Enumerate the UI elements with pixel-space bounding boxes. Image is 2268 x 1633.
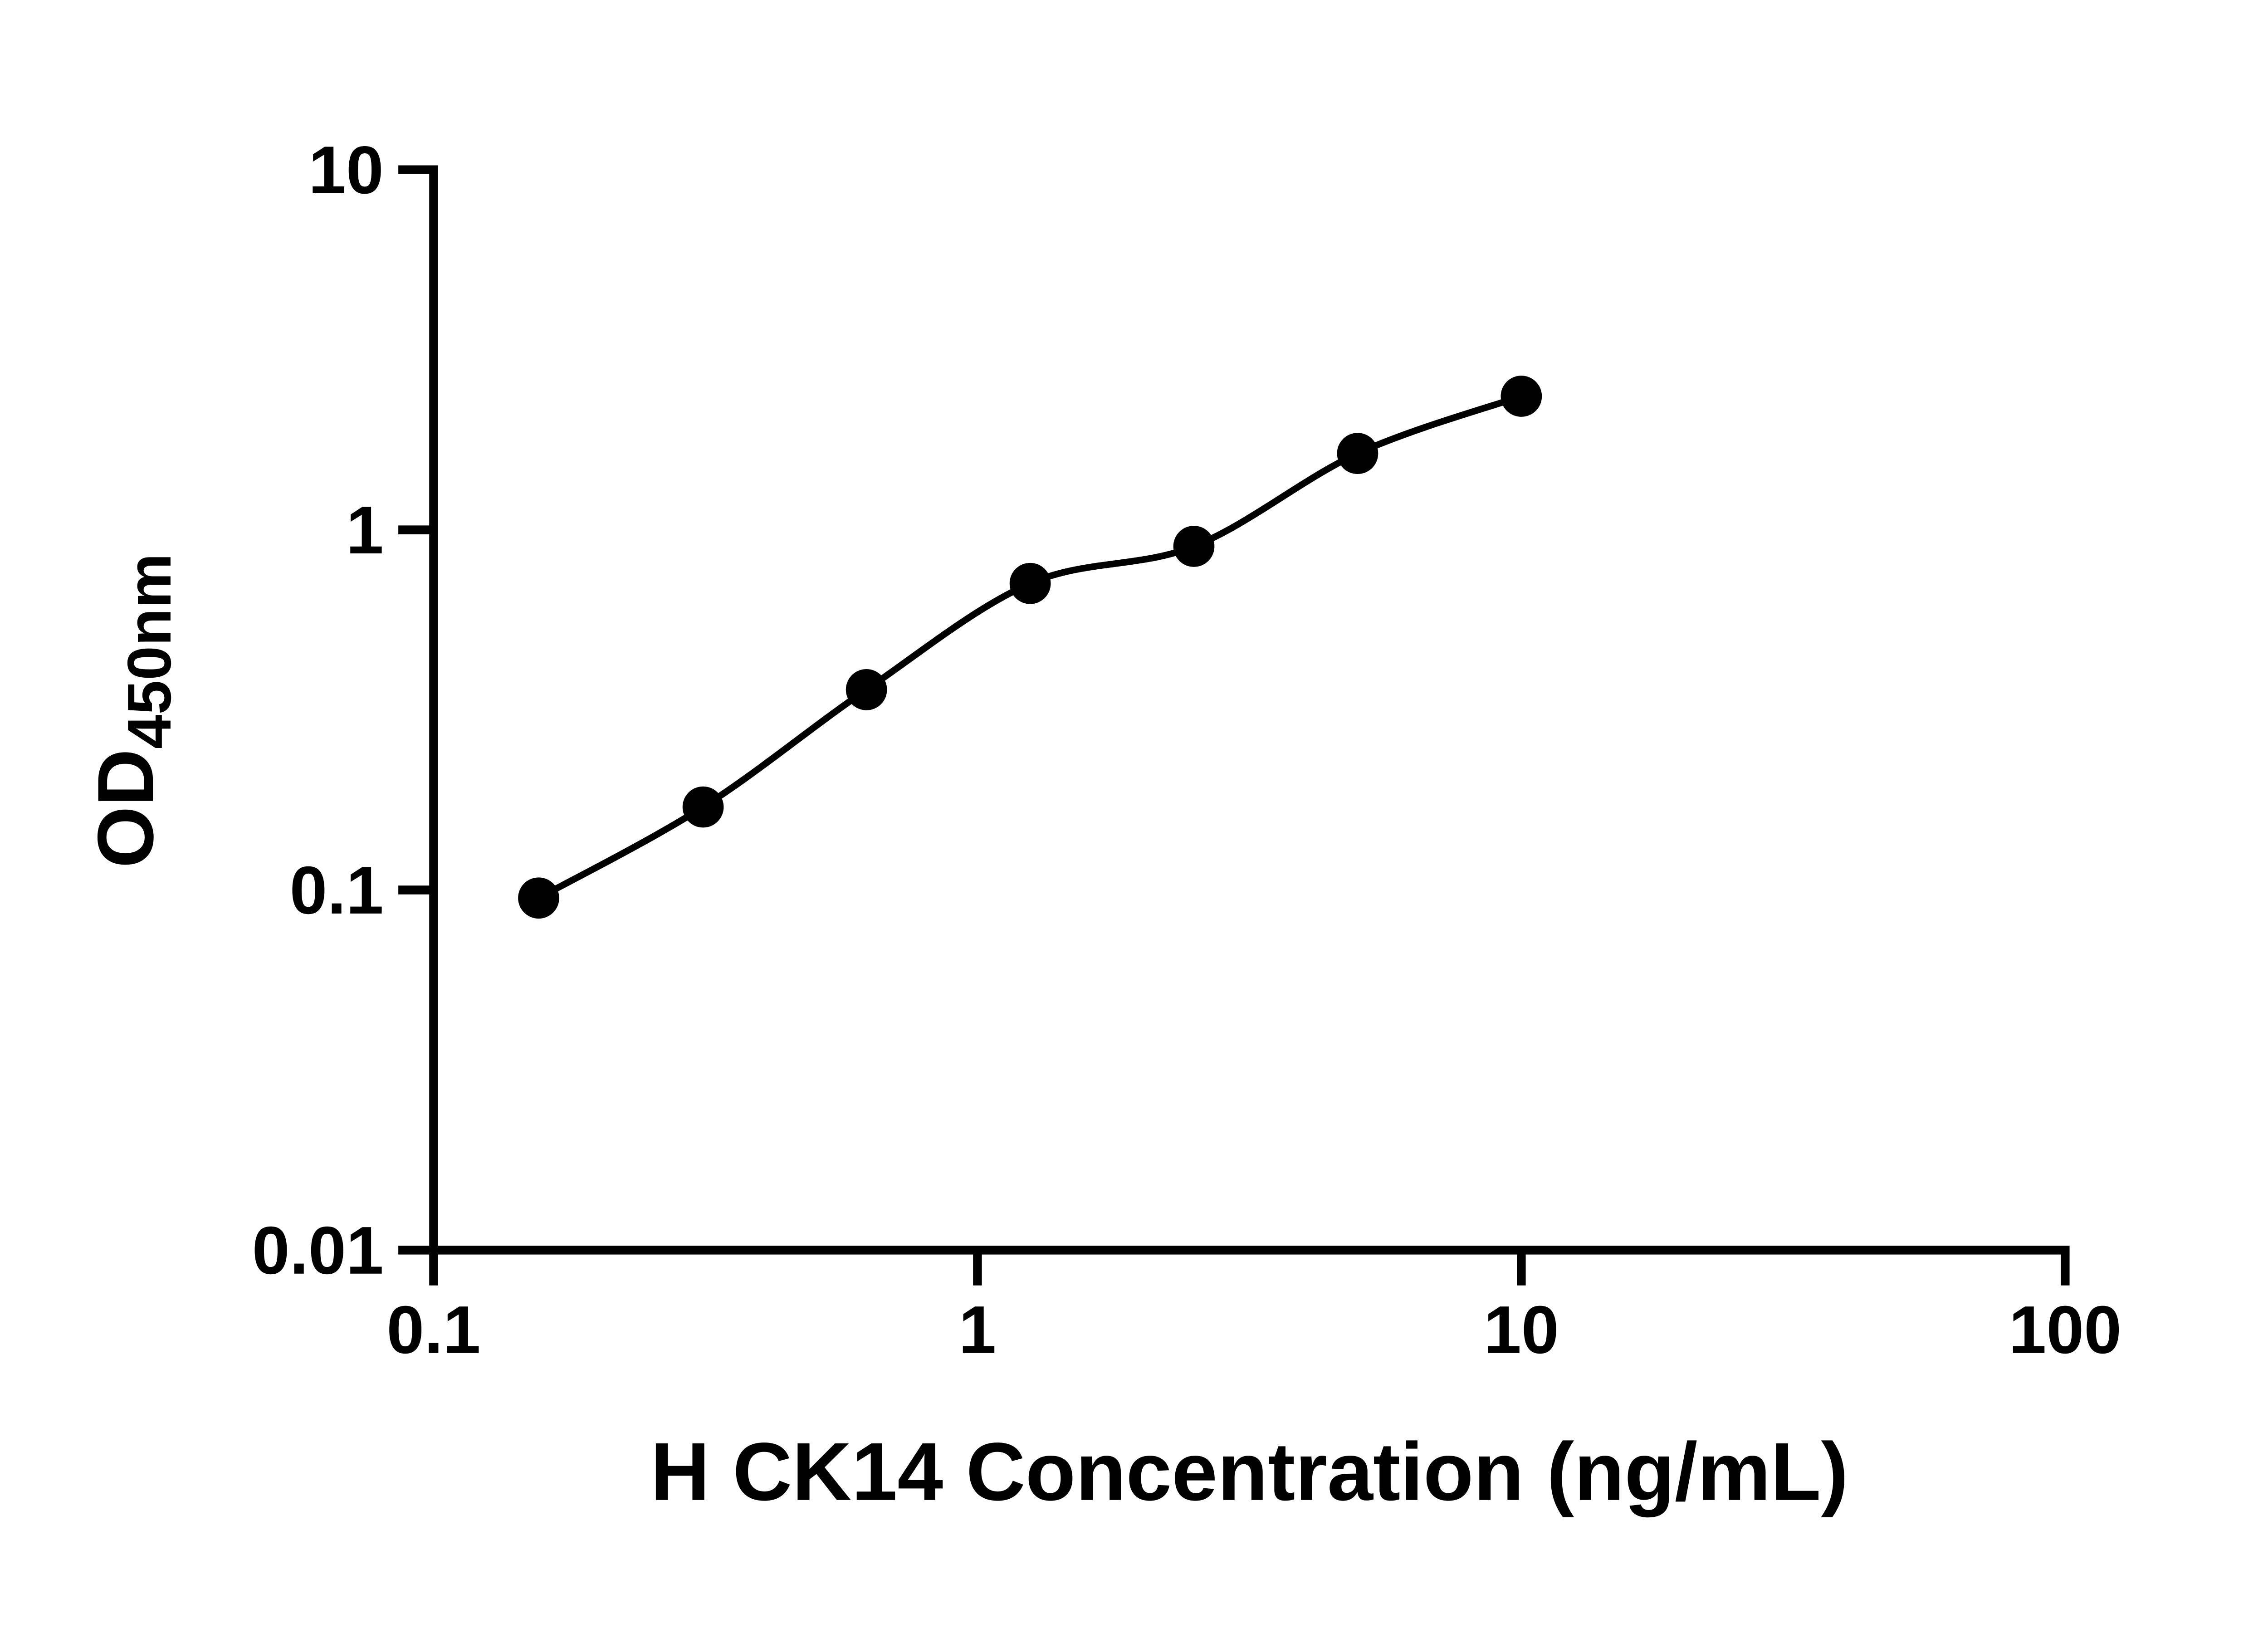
data-point [1337, 433, 1378, 474]
y-tick-label: 0.01 [252, 1213, 384, 1288]
data-point [1501, 376, 1542, 417]
x-tick-label: 100 [2009, 1292, 2121, 1368]
fit-curve [537, 393, 1523, 901]
data-point [1009, 562, 1051, 604]
x-tick-label: 0.1 [386, 1292, 480, 1368]
plot-axes [429, 165, 2070, 1255]
x-tick-label: 10 [1484, 1292, 1559, 1368]
data-point [1173, 526, 1215, 567]
plot-layer [518, 376, 1542, 919]
data-point [682, 786, 724, 828]
data-point [846, 669, 887, 710]
x-axis-title: H CK14 Concentration (ng/mL) [650, 1426, 1848, 1518]
y-tick-label: 10 [308, 132, 384, 208]
y-tick-label: 0.1 [290, 852, 384, 928]
y-axis-title: OD450nm [82, 553, 184, 868]
data-point [518, 877, 559, 919]
x-tick-label: 1 [958, 1292, 996, 1368]
y-axis-title-subscript: 450nm [115, 553, 184, 749]
y-tick-label: 1 [346, 492, 384, 568]
y-axis-title-main: OD [82, 749, 170, 868]
